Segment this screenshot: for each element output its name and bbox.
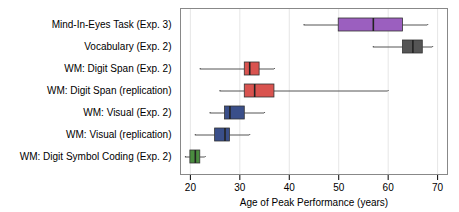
- svg-text:Vocabulary (Exp. 2): Vocabulary (Exp. 2): [84, 41, 171, 52]
- svg-text:WM: Visual (Exp. 2): WM: Visual (Exp. 2): [83, 107, 171, 118]
- svg-text:WM: Digit Symbol Coding (Exp.: WM: Digit Symbol Coding (Exp. 2): [20, 151, 172, 162]
- svg-text:Age of Peak Performance (years: Age of Peak Performance (years): [240, 197, 388, 208]
- svg-text:40: 40: [284, 182, 296, 193]
- svg-text:50: 50: [333, 182, 345, 193]
- svg-text:70: 70: [432, 182, 444, 193]
- svg-text:WM: Digit Span (Exp. 2): WM: Digit Span (Exp. 2): [64, 63, 171, 74]
- svg-text:20: 20: [185, 182, 197, 193]
- svg-text:WM: Digit Span (replication): WM: Digit Span (replication): [47, 85, 171, 96]
- svg-text:60: 60: [383, 182, 395, 193]
- svg-text:Mind-In-Eyes Task (Exp. 3): Mind-In-Eyes Task (Exp. 3): [52, 19, 172, 30]
- svg-text:30: 30: [234, 182, 246, 193]
- svg-text:WM: Visual (replication): WM: Visual (replication): [66, 129, 171, 140]
